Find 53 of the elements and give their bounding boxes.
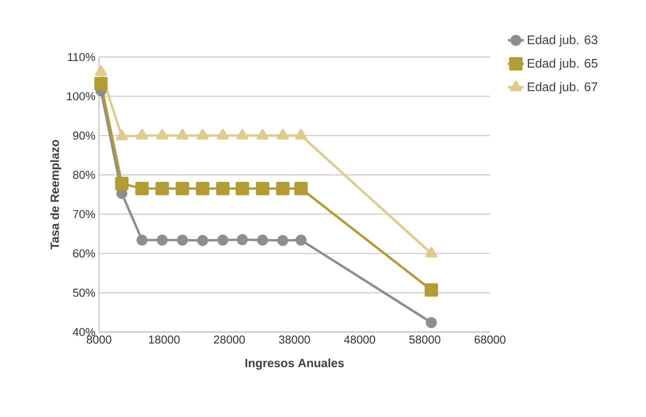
- point: [236, 234, 248, 246]
- y-tick-label: 80%: [73, 170, 96, 179]
- point: [156, 182, 169, 196]
- legend-label: Edad jub. 63: [528, 35, 598, 47]
- point: [95, 65, 107, 76]
- y-tick-label: 40%: [72, 328, 96, 336]
- x-tick-label: 8000: [86, 336, 112, 344]
- point: [216, 182, 230, 196]
- point: [197, 234, 208, 246]
- x-axis-title: Ingresos Anuales: [245, 358, 344, 370]
- point: [256, 182, 270, 196]
- x-tick-label: 58000: [409, 336, 440, 344]
- point: [294, 182, 308, 196]
- point: [94, 77, 108, 90]
- point: [426, 317, 437, 328]
- y-tick-label: 100%: [67, 92, 96, 100]
- point: [424, 283, 438, 297]
- y-tick-label: 110%: [68, 52, 96, 62]
- point: [136, 234, 148, 246]
- point: [156, 234, 168, 246]
- y-tick-label: 60%: [73, 249, 96, 258]
- point: [176, 128, 188, 140]
- point: [216, 128, 229, 140]
- point: [176, 234, 188, 246]
- point: [257, 234, 268, 246]
- point: [135, 182, 149, 196]
- y-tick-label: 90%: [73, 132, 96, 140]
- point: [277, 234, 288, 246]
- point: [236, 182, 250, 196]
- point: [296, 234, 307, 246]
- x-tick-label: 38000: [279, 336, 310, 344]
- point: [276, 128, 289, 140]
- point: [295, 128, 307, 140]
- point: [116, 130, 128, 140]
- x-tick-label: 18000: [149, 336, 180, 344]
- legend-label: Edad jub. 67: [528, 82, 598, 94]
- x-tick-label: 68000: [474, 336, 506, 344]
- point: [176, 182, 190, 196]
- point: [156, 128, 168, 140]
- x-tick-label: 28000: [214, 336, 245, 344]
- point: [256, 128, 269, 140]
- point: [136, 128, 148, 140]
- legend-label: Edad jub. 65: [528, 58, 598, 70]
- point: [276, 182, 290, 196]
- point: [196, 182, 210, 196]
- point: [115, 176, 129, 190]
- y-axis-title: Tasa de Reemplazo: [50, 140, 62, 250]
- y-tick-label: 50%: [73, 288, 96, 297]
- point: [236, 128, 248, 140]
- x-tick-label: 48000: [344, 336, 376, 344]
- y-tick-label: 70%: [73, 210, 96, 218]
- point: [196, 128, 209, 140]
- point: [217, 234, 228, 246]
